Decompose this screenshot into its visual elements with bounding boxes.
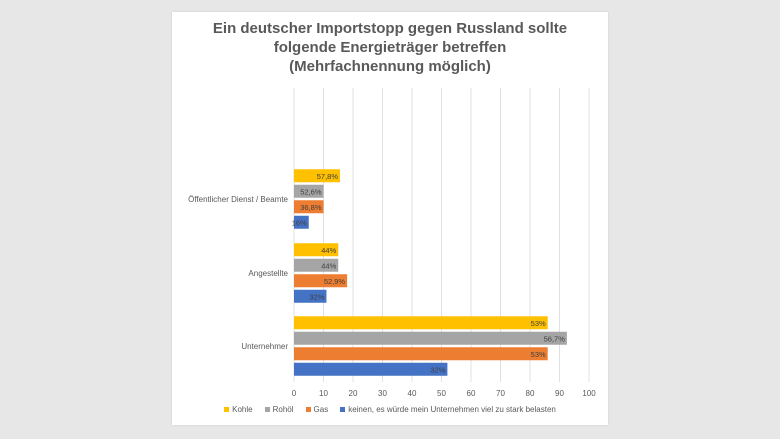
bar <box>294 274 348 288</box>
legend-swatch-rohoel <box>264 407 270 412</box>
axis-labels: 0 10 20 30 40 50 60 70 80 90 100 Öffentlicher Diens… <box>188 195 596 398</box>
x-tick-label: 10 <box>319 389 328 398</box>
chart-title-line-3: (Mehrfachnennung möglich) <box>289 58 491 75</box>
data-labels: 57,8% 44% 53% 52,6% 44% 56,7% 36,8% 52,9% 53% 16%… <box>292 172 565 375</box>
legend-item-gas: Gas <box>305 405 329 414</box>
chart-title: Ein deutscher Importstopp gegen Russland… <box>172 19 608 76</box>
data-label: 56,7% <box>544 334 566 343</box>
bar <box>294 169 341 183</box>
x-tick-label: 100 <box>582 389 596 398</box>
bar <box>294 200 324 214</box>
bar <box>294 347 548 361</box>
legend-label-rohoel: Rohöl <box>272 405 294 414</box>
data-label: 52,9% <box>324 277 346 286</box>
data-label: 32% <box>309 292 324 301</box>
legend-label-kohle: Kohle <box>232 405 253 414</box>
bar <box>294 258 339 272</box>
x-tick-label: 20 <box>349 389 358 398</box>
bar <box>294 184 324 198</box>
bar <box>294 243 339 257</box>
x-tick-label: 30 <box>378 389 387 398</box>
x-tick-label: 0 <box>292 389 297 398</box>
legend-swatch-keinen <box>340 407 346 412</box>
legend-swatch-gas <box>305 407 311 412</box>
data-label: 44% <box>321 261 336 270</box>
data-label: 53% <box>531 319 546 328</box>
data-label: 57,8% <box>317 172 339 181</box>
x-tick-label: 70 <box>496 389 505 398</box>
bar <box>294 289 327 303</box>
bar-chart: 57,8% 44% 53% 52,6% 44% 56,7% 36,8% 52,9% 53% 16%… <box>188 88 596 398</box>
data-label: 16% <box>292 218 307 227</box>
category-label: Angestellte <box>248 269 288 278</box>
legend-label-keinen: keinen, es würde mein Unternehmen viel z… <box>348 405 556 414</box>
chart-title-line-2: folgende Energieträger betreffen <box>273 39 507 56</box>
bar <box>294 362 448 376</box>
x-tick-label: 90 <box>555 389 564 398</box>
bar <box>294 215 309 229</box>
data-label: 44% <box>321 246 336 255</box>
data-label: 36,8% <box>300 203 322 212</box>
x-tick-label: 80 <box>526 389 535 398</box>
x-tick-label: 40 <box>408 389 417 398</box>
data-label: 53% <box>531 350 546 359</box>
legend-swatch-kohle <box>224 407 230 412</box>
bars <box>294 169 567 376</box>
x-tick-label: 50 <box>437 389 446 398</box>
x-tick-label: 60 <box>467 389 476 398</box>
chart-legend: Kohle Rohöl Gas keinen, es würde mein Un… <box>172 405 608 414</box>
legend-item-kohle: Kohle <box>224 405 253 414</box>
legend-item-keinen: keinen, es würde mein Unternehmen viel z… <box>340 405 556 414</box>
data-label: 52,6% <box>300 187 322 196</box>
chart-title-line-1: Ein deutscher Importstopp gegen Russland… <box>212 20 568 37</box>
legend-label-gas: Gas <box>313 405 329 414</box>
legend-item-rohoel: Rohöl <box>264 405 294 414</box>
category-label: Öffentlicher Dienst / Beamte <box>188 195 288 204</box>
category-label: Unternehmer <box>241 342 288 351</box>
chart-card: Ein deutscher Importstopp gegen Russland… <box>172 12 608 425</box>
bar <box>294 331 567 345</box>
bar <box>294 316 548 330</box>
data-label: 32% <box>430 365 445 374</box>
